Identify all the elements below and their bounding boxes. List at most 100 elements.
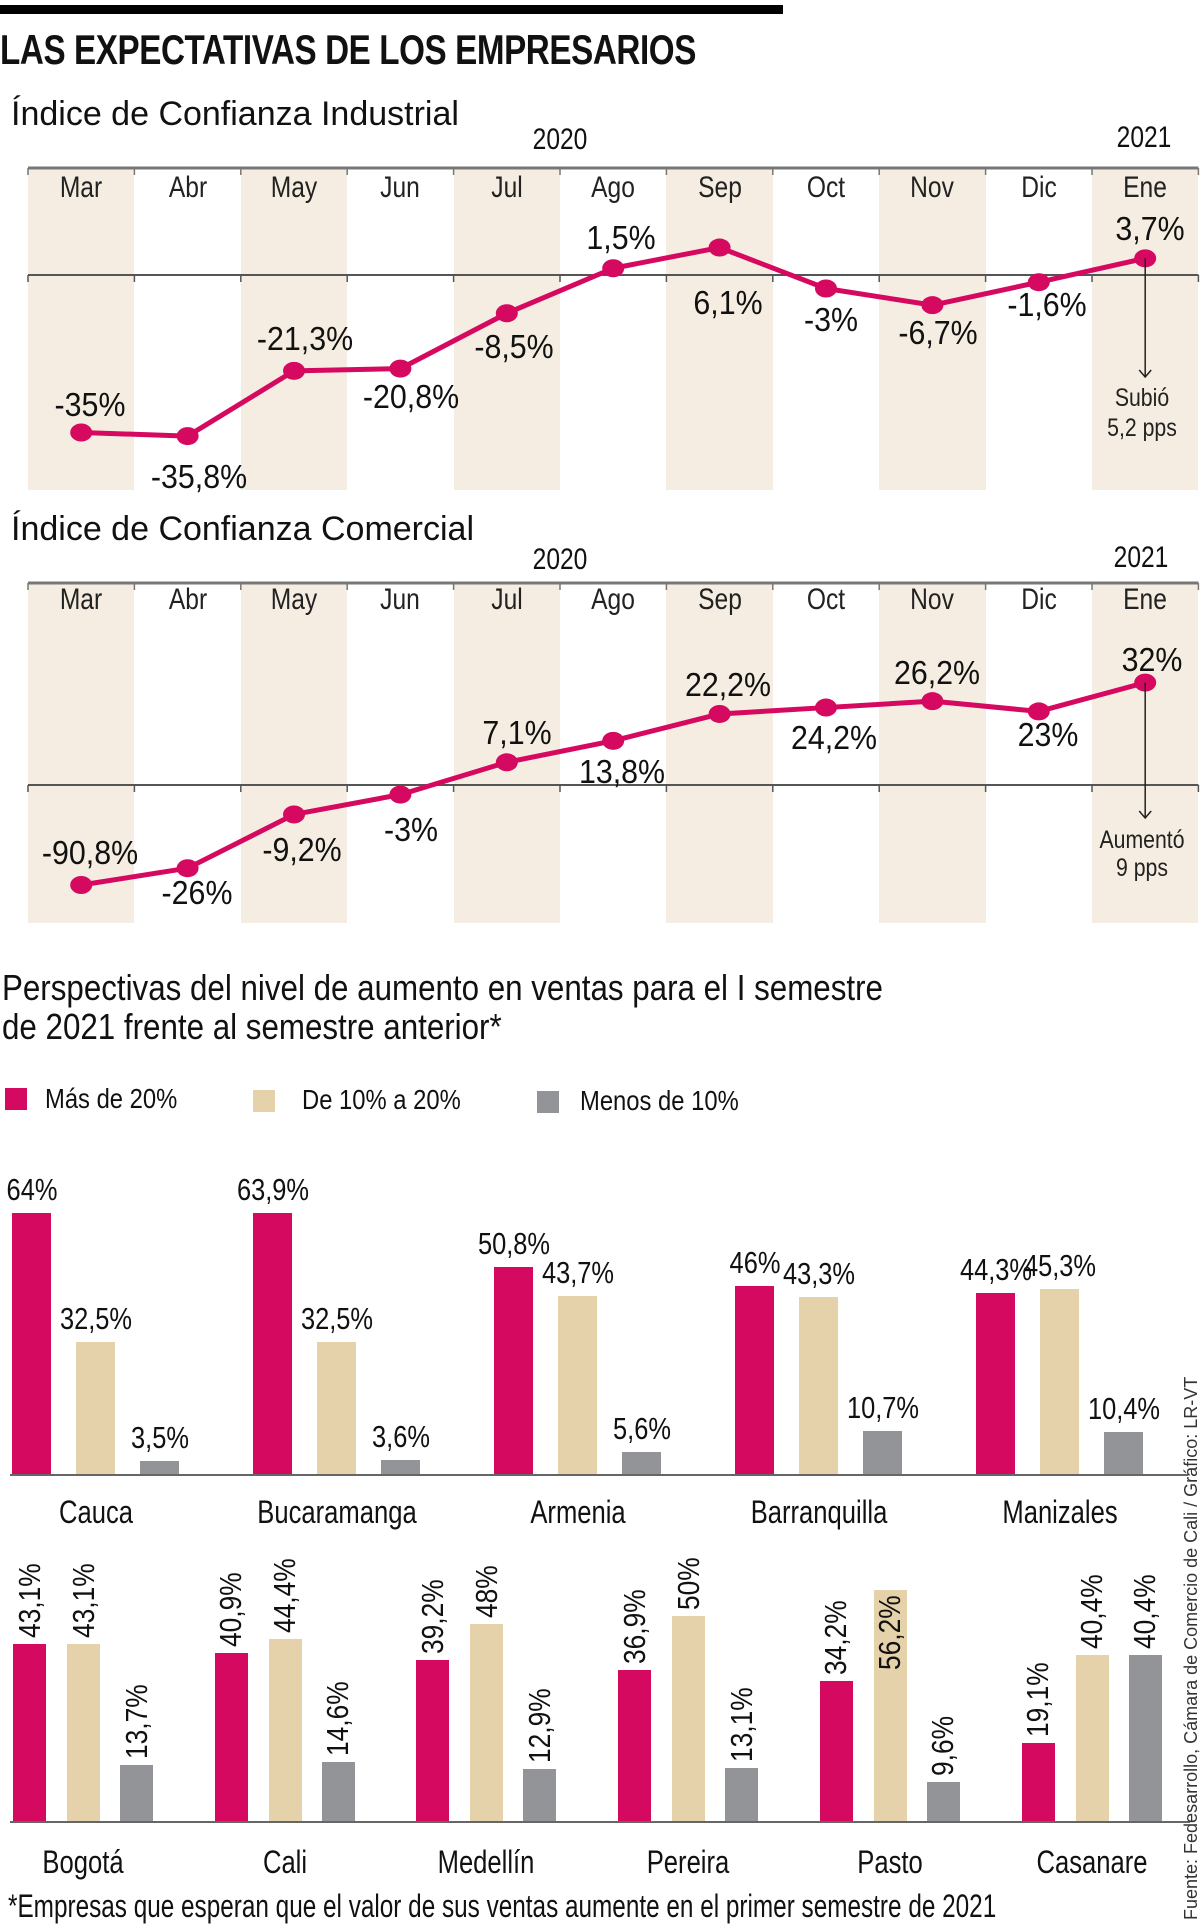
bar-label-cali-series-2: 44,4% [267, 1557, 303, 1633]
bar-label-pereira-series-1: 36,9% [616, 1588, 652, 1664]
industrial-value-label-mar: -35% [54, 385, 126, 423]
comercial-column-band [666, 583, 773, 923]
industrial-data-point-dic [1027, 273, 1050, 292]
bar-row-2-baseline [10, 1821, 1190, 1823]
comercial-month-label-may: May [270, 583, 318, 616]
bar-medellín-series-3 [523, 1768, 557, 1822]
bar-label-pasto-series-1: 34,2% [818, 1600, 854, 1675]
comercial-value-label-jul: 7,1% [482, 714, 552, 752]
industrial-column-band [240, 168, 348, 490]
category-label-pereira: Pereira [646, 1844, 730, 1880]
comercial-month-label-oct: Oct [806, 583, 846, 616]
comercial-column-band [879, 583, 986, 923]
bar-cauca-series-1 [12, 1212, 51, 1475]
bar-label-cali-series-3: 14,6% [320, 1680, 356, 1756]
bar-label-medellín-series-1: 39,2% [414, 1579, 450, 1655]
comercial-column-band [240, 583, 348, 923]
bar-bogotá-series-1 [13, 1643, 46, 1822]
industrial-data-point-abr [176, 427, 199, 446]
bar-barranquilla-series-2 [799, 1297, 838, 1475]
bar-label-bogotá-series-3: 13,7% [118, 1684, 154, 1760]
comercial-data-point-may [283, 805, 305, 824]
bar-manizales-series-1 [976, 1293, 1015, 1475]
legend-swatch-menos-10 [537, 1091, 559, 1113]
bar-pereira-series-2 [672, 1615, 706, 1822]
category-label-manizales: Manizales [1001, 1494, 1118, 1530]
bar-label-medellín-series-3: 12,9% [521, 1687, 557, 1763]
industrial-value-label-nov: -6,7% [898, 314, 979, 352]
bar-medellín-series-2 [470, 1623, 504, 1822]
bar-label-cali-series-1: 40,9% [213, 1572, 249, 1648]
bar-pereira-series-1 [618, 1669, 652, 1822]
legend-swatch-10-20 [253, 1090, 275, 1112]
bar-label-casanare-series-1: 19,1% [1020, 1662, 1055, 1738]
category-label-barranquilla: Barranquilla [750, 1494, 887, 1530]
industrial-value-label-ago: 1,5% [586, 219, 656, 257]
legend-label-menos-10: Menos de 10% [580, 1085, 739, 1116]
bar-label-bucaramanga-series-1: 63,9% [236, 1172, 309, 1207]
bar-label-cauca-series-2: 32,5% [59, 1300, 132, 1336]
comercial-arrow-head-icon [1138, 810, 1152, 820]
industrial-value-label-may: -21,3% [256, 319, 354, 357]
bar-medellín-series-1 [416, 1660, 450, 1822]
bar-label-armenia-series-2: 43,7% [541, 1254, 614, 1290]
industrial-data-point-ago [602, 259, 625, 278]
bar-pasto-series-1 [819, 1680, 853, 1822]
bar-label-casanare-series-2: 40,4% [1074, 1574, 1109, 1650]
industrial-value-label-oct: -3% [804, 300, 858, 338]
industrial-data-point-nov [921, 296, 944, 315]
industrial-month-label-dic: Dic [1021, 171, 1057, 204]
footnote: *Empresas que esperan que el valor de su… [8, 1888, 997, 1924]
bar-label-manizales-series-3: 10,4% [1087, 1391, 1160, 1427]
bar-armenia-series-1 [494, 1266, 533, 1475]
comercial-value-label-mar: -90,8% [42, 834, 139, 871]
bar-bucaramanga-series-2 [317, 1341, 356, 1475]
industrial-chart-title: Índice de Confianza Industrial [11, 95, 459, 133]
comercial-month-label-abr: Abr [168, 583, 207, 616]
comercial-value-label-dic: 23% [1017, 716, 1079, 754]
industrial-annotation-line-2: 5,2 pps [1107, 414, 1178, 442]
industrial-value-label-sep: 6,1% [692, 283, 763, 321]
bar-label-bogotá-series-2: 43,1% [65, 1563, 101, 1638]
bar-cauca-series-3 [140, 1460, 179, 1475]
industrial-data-point-sep [708, 238, 731, 257]
industrial-value-label-ene: 3,7% [1115, 210, 1185, 248]
comercial-column-band [28, 583, 135, 923]
comercial-year-2021: 2021 [1113, 541, 1169, 574]
bar-cali-series-1 [214, 1653, 248, 1822]
industrial-value-label-abr: -35,8% [150, 458, 247, 496]
industrial-value-label-dic: -1,6% [1007, 286, 1087, 324]
industrial-month-label-oct: Oct [806, 171, 846, 204]
comercial-data-point-sep [708, 704, 731, 723]
bar-manizales-series-2 [1040, 1289, 1079, 1475]
comercial-data-point-dic [1027, 702, 1050, 721]
industrial-month-label-nov: Nov [910, 171, 955, 204]
bar-bogotá-series-3 [120, 1765, 153, 1822]
bar-armenia-series-3 [622, 1452, 661, 1475]
industrial-month-label-mar: Mar [60, 171, 103, 204]
bar-label-barranquilla-series-1: 46% [729, 1245, 780, 1281]
industrial-data-point-oct [815, 279, 837, 298]
industrial-month-label-jul: Jul [491, 171, 523, 204]
industrial-month-label-ago: Ago [591, 171, 636, 204]
comercial-data-point-nov [921, 692, 944, 711]
bar-label-barranquilla-series-3: 10,7% [846, 1390, 919, 1426]
industrial-column-band [879, 168, 986, 490]
bar-label-pereira-series-2: 50% [670, 1556, 706, 1610]
comercial-data-point-mar [70, 876, 93, 894]
industrial-month-label-jun: Jun [380, 171, 421, 204]
industrial-month-label-ene: Ene [1123, 171, 1168, 204]
comercial-value-label-oct: 24,2% [790, 718, 878, 756]
comercial-month-label-mar: Mar [60, 583, 103, 616]
category-label-pasto: Pasto [857, 1844, 923, 1880]
industrial-data-point-jul [495, 304, 518, 323]
legend-label-mas-20: Más de 20% [45, 1083, 178, 1114]
category-label-cali: Cali [262, 1844, 307, 1880]
bar-bucaramanga-series-1 [253, 1213, 292, 1475]
bar-casanare-series-3 [1128, 1655, 1162, 1822]
comercial-value-label-nov: 26,2% [894, 654, 981, 692]
comercial-data-point-jun [389, 785, 412, 804]
sales-chart-title-line1: Perspectivas del nivel de aumento en ven… [2, 967, 883, 1008]
bar-pereira-series-3 [725, 1767, 759, 1822]
